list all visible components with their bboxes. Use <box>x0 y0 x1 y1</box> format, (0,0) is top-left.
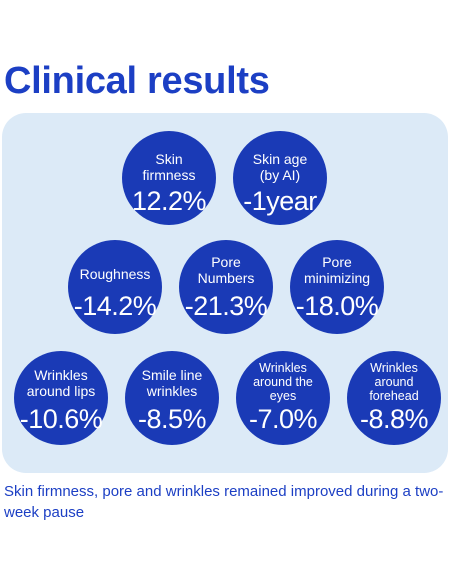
page-title: Clinical results <box>4 60 270 102</box>
result-value: -21.3% <box>184 291 268 321</box>
result-value: -14.2% <box>73 291 157 321</box>
results-panel: Skin firmness 12.2% Skin age (by AI) -1y… <box>2 113 448 473</box>
result-value: 12.2% <box>131 186 207 216</box>
result-circle-smile-lines: Smile line wrinkles -8.5% <box>125 351 219 445</box>
result-label: Skin firmness <box>142 151 196 183</box>
result-circle-roughness: Roughness -14.2% <box>68 240 162 334</box>
result-label: Wrinkles around lips <box>26 367 96 399</box>
result-label: Smile line wrinkles <box>141 367 203 399</box>
result-label: Pore minimizing <box>303 254 371 286</box>
result-label: Skin age (by AI) <box>252 151 308 183</box>
result-circle-wrinkles-lips: Wrinkles around lips -10.6% <box>14 351 108 445</box>
result-circle-wrinkles-forehead: Wrinkles around forehead -8.8% <box>347 351 441 445</box>
result-value: -7.0% <box>248 404 318 434</box>
result-circle-wrinkles-eyes: Wrinkles around the eyes -7.0% <box>236 351 330 445</box>
result-circle-pore-minimizing: Pore minimizing -18.0% <box>290 240 384 334</box>
result-circle-skin-age: Skin age (by AI) -1year <box>233 131 327 225</box>
result-label: Wrinkles around forehead <box>369 361 419 403</box>
result-label: Wrinkles around the eyes <box>253 361 313 403</box>
results-caption: Skin firmness, pore and wrinkles remaine… <box>4 483 444 521</box>
result-circle-skin-firmness: Skin firmness 12.2% <box>122 131 216 225</box>
result-value: -10.6% <box>19 404 103 434</box>
result-label: Pore Numbers <box>197 254 255 286</box>
result-label: Roughness <box>79 266 151 282</box>
result-value: -18.0% <box>295 291 379 321</box>
result-circle-pore-numbers: Pore Numbers -21.3% <box>179 240 273 334</box>
result-value: -8.8% <box>359 404 429 434</box>
result-value: -8.5% <box>137 404 207 434</box>
result-value: -1year <box>243 186 317 216</box>
